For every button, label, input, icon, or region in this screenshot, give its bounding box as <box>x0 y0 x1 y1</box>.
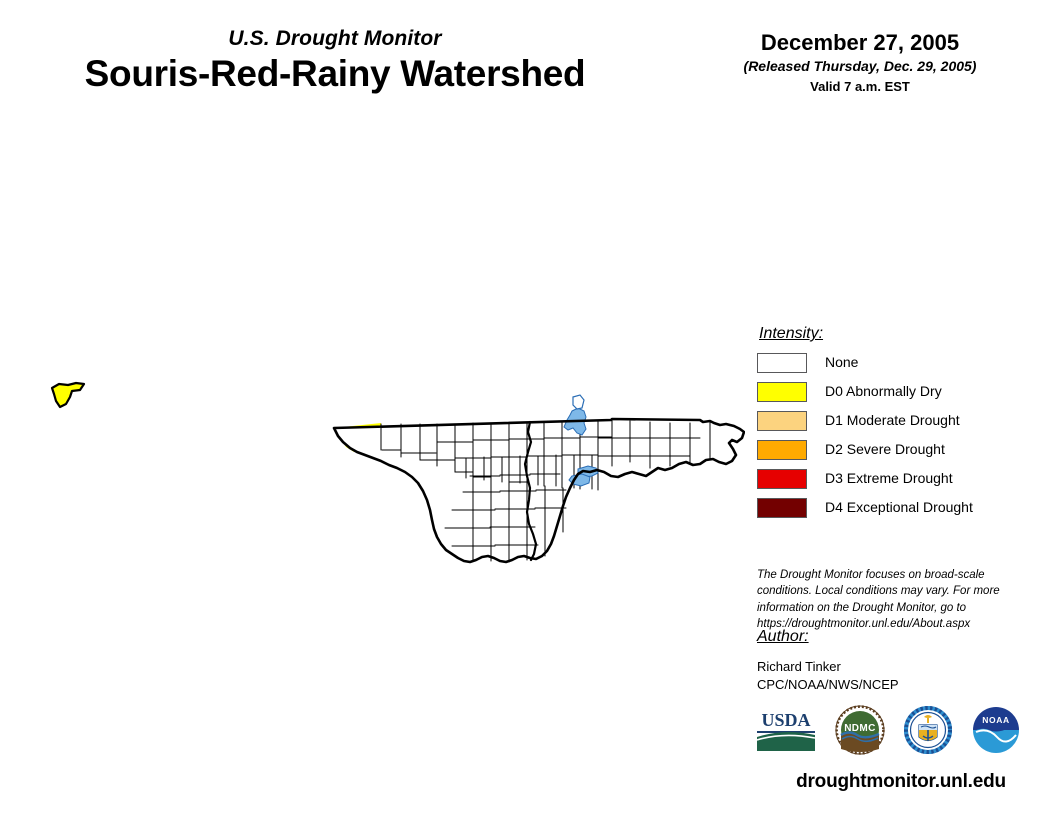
author-heading: Author: <box>757 628 809 645</box>
footer-url[interactable]: droughtmonitor.unl.edu <box>796 771 1006 792</box>
legend-swatch-d4 <box>757 498 807 519</box>
legend: Intensity: None D0 Abnormally Dry D1 Mod… <box>757 325 1047 526</box>
drought-monitor-supertitle: U.S. Drought Monitor <box>228 27 442 50</box>
author-name: Richard Tinker <box>757 658 841 674</box>
map-svg <box>50 381 745 564</box>
d0-area-detached <box>50 381 86 409</box>
svg-text:NDMC: NDMC <box>844 723 876 734</box>
release-date: (Released Thursday, Dec. 29, 2005) <box>743 58 977 75</box>
legend-item-d2: D2 Severe Drought <box>757 439 1047 462</box>
disclaimer-line-1: The Drought Monitor focuses on broad-sca… <box>757 569 985 581</box>
title-block: U.S. Drought Monitor Souris-Red-Rainy Wa… <box>0 27 670 96</box>
author-affiliation: CPC/NOAA/NWS/NCEP <box>757 677 899 693</box>
legend-item-d4: D4 Exceptional Drought <box>757 497 1047 520</box>
disclaimer-text: The Drought Monitor focuses on broad-sca… <box>757 567 1032 632</box>
watershed-outline <box>332 417 745 564</box>
legend-label-d2: D2 Severe Drought <box>825 441 945 458</box>
noaa-logo[interactable]: NOAA <box>971 705 1021 760</box>
legend-item-d1: D1 Moderate Drought <box>757 410 1047 433</box>
unl-seal-logo[interactable] <box>903 705 953 760</box>
date-block: December 27, 2005 (Released Thursday, De… <box>690 30 1030 95</box>
valid-time: Valid 7 a.m. EST <box>810 79 910 95</box>
legend-label-none: None <box>825 354 859 371</box>
legend-heading: Intensity: <box>759 325 824 342</box>
page-title: Souris-Red-Rainy Watershed <box>84 53 586 95</box>
disclaimer-line-2: conditions. Local conditions may vary. F… <box>757 585 1000 598</box>
legend-label-d3: D3 Extreme Drought <box>825 470 953 487</box>
legend-label-d4: D4 Exceptional Drought <box>825 499 973 516</box>
partner-logos: USDA NDMC <box>755 704 1045 760</box>
disclaimer-url[interactable]: https://droughtmonitor.unl.edu/About.asp… <box>757 617 971 630</box>
legend-label-d0: D0 Abnormally Dry <box>825 383 942 400</box>
legend-swatch-d1 <box>757 411 807 432</box>
legend-item-d0: D0 Abnormally Dry <box>757 381 1047 404</box>
legend-swatch-d2 <box>757 440 807 461</box>
svg-text:NOAA: NOAA <box>982 715 1009 725</box>
legend-swatch-d0 <box>757 382 807 403</box>
ndmc-logo[interactable]: NDMC <box>835 704 885 760</box>
legend-label-d1: D1 Moderate Drought <box>825 412 960 429</box>
legend-item-none: None <box>757 352 1047 375</box>
issue-date: December 27, 2005 <box>760 30 960 55</box>
disclaimer-line-3: information on the Drought Monitor, go t… <box>757 601 967 614</box>
legend-swatch-none <box>757 353 807 374</box>
svg-text:USDA: USDA <box>761 710 810 730</box>
usda-logo[interactable]: USDA <box>755 707 817 758</box>
legend-swatch-d3 <box>757 469 807 490</box>
legend-item-d3: D3 Extreme Drought <box>757 468 1047 491</box>
drought-map[interactable] <box>0 120 745 680</box>
author-block: Author: Richard Tinker CPC/NOAA/NWS/NCEP <box>757 628 1032 695</box>
